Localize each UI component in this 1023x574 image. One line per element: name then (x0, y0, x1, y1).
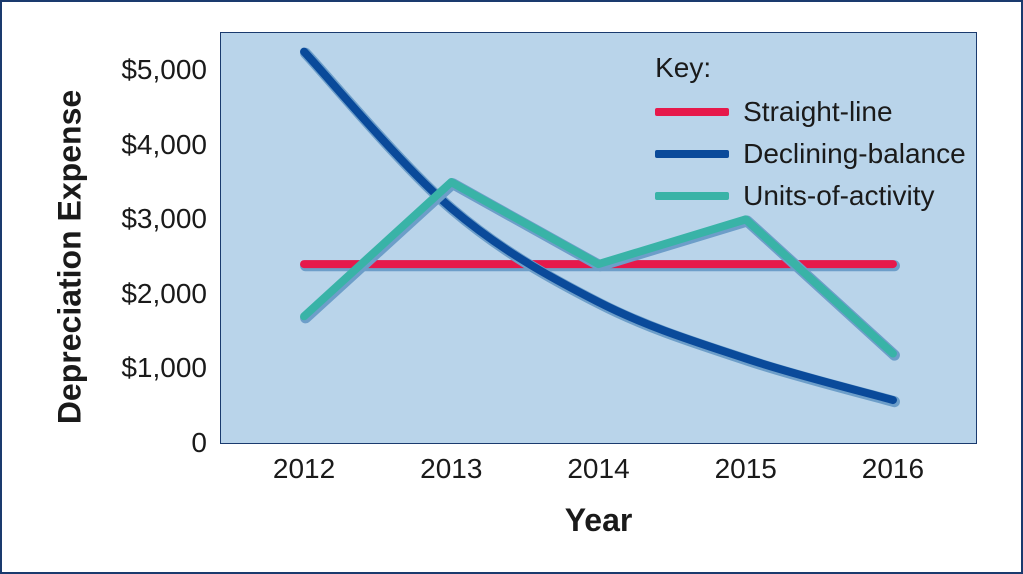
chart-wrap: Depreciation Expense 0$1,000$2,000$3,000… (100, 24, 987, 490)
legend-swatch (655, 150, 729, 158)
x-tick-label: 2013 (420, 443, 482, 485)
y-tick-label: $2,000 (121, 278, 221, 310)
legend: Key: Straight-lineDeclining-balanceUnits… (655, 47, 966, 217)
y-tick-label: 0 (191, 427, 221, 459)
legend-label: Declining-balance (743, 133, 966, 175)
legend-row: Declining-balance (655, 133, 966, 175)
x-tick-label: 2014 (567, 443, 629, 485)
plot-area: 0$1,000$2,000$3,000$4,000$5,000 20122013… (220, 32, 977, 444)
legend-label: Straight-line (743, 91, 892, 133)
legend-row: Straight-line (655, 91, 966, 133)
legend-swatch (655, 108, 729, 116)
y-tick-label: $5,000 (121, 54, 221, 86)
x-axis-label: Year (565, 502, 633, 539)
chart-outer-frame: Depreciation Expense 0$1,000$2,000$3,000… (0, 0, 1023, 574)
y-axis-label: Depreciation Expense (52, 90, 89, 424)
x-tick-label: 2016 (862, 443, 924, 485)
legend-items: Straight-lineDeclining-balanceUnits-of-a… (655, 91, 966, 217)
x-tick-label: 2012 (273, 443, 335, 485)
legend-swatch (655, 192, 729, 200)
legend-label: Units-of-activity (743, 175, 934, 217)
x-tick-label: 2015 (715, 443, 777, 485)
y-tick-label: $1,000 (121, 352, 221, 384)
y-tick-label: $4,000 (121, 129, 221, 161)
y-tick-label: $3,000 (121, 203, 221, 235)
legend-row: Units-of-activity (655, 175, 966, 217)
legend-title: Key: (655, 47, 966, 89)
